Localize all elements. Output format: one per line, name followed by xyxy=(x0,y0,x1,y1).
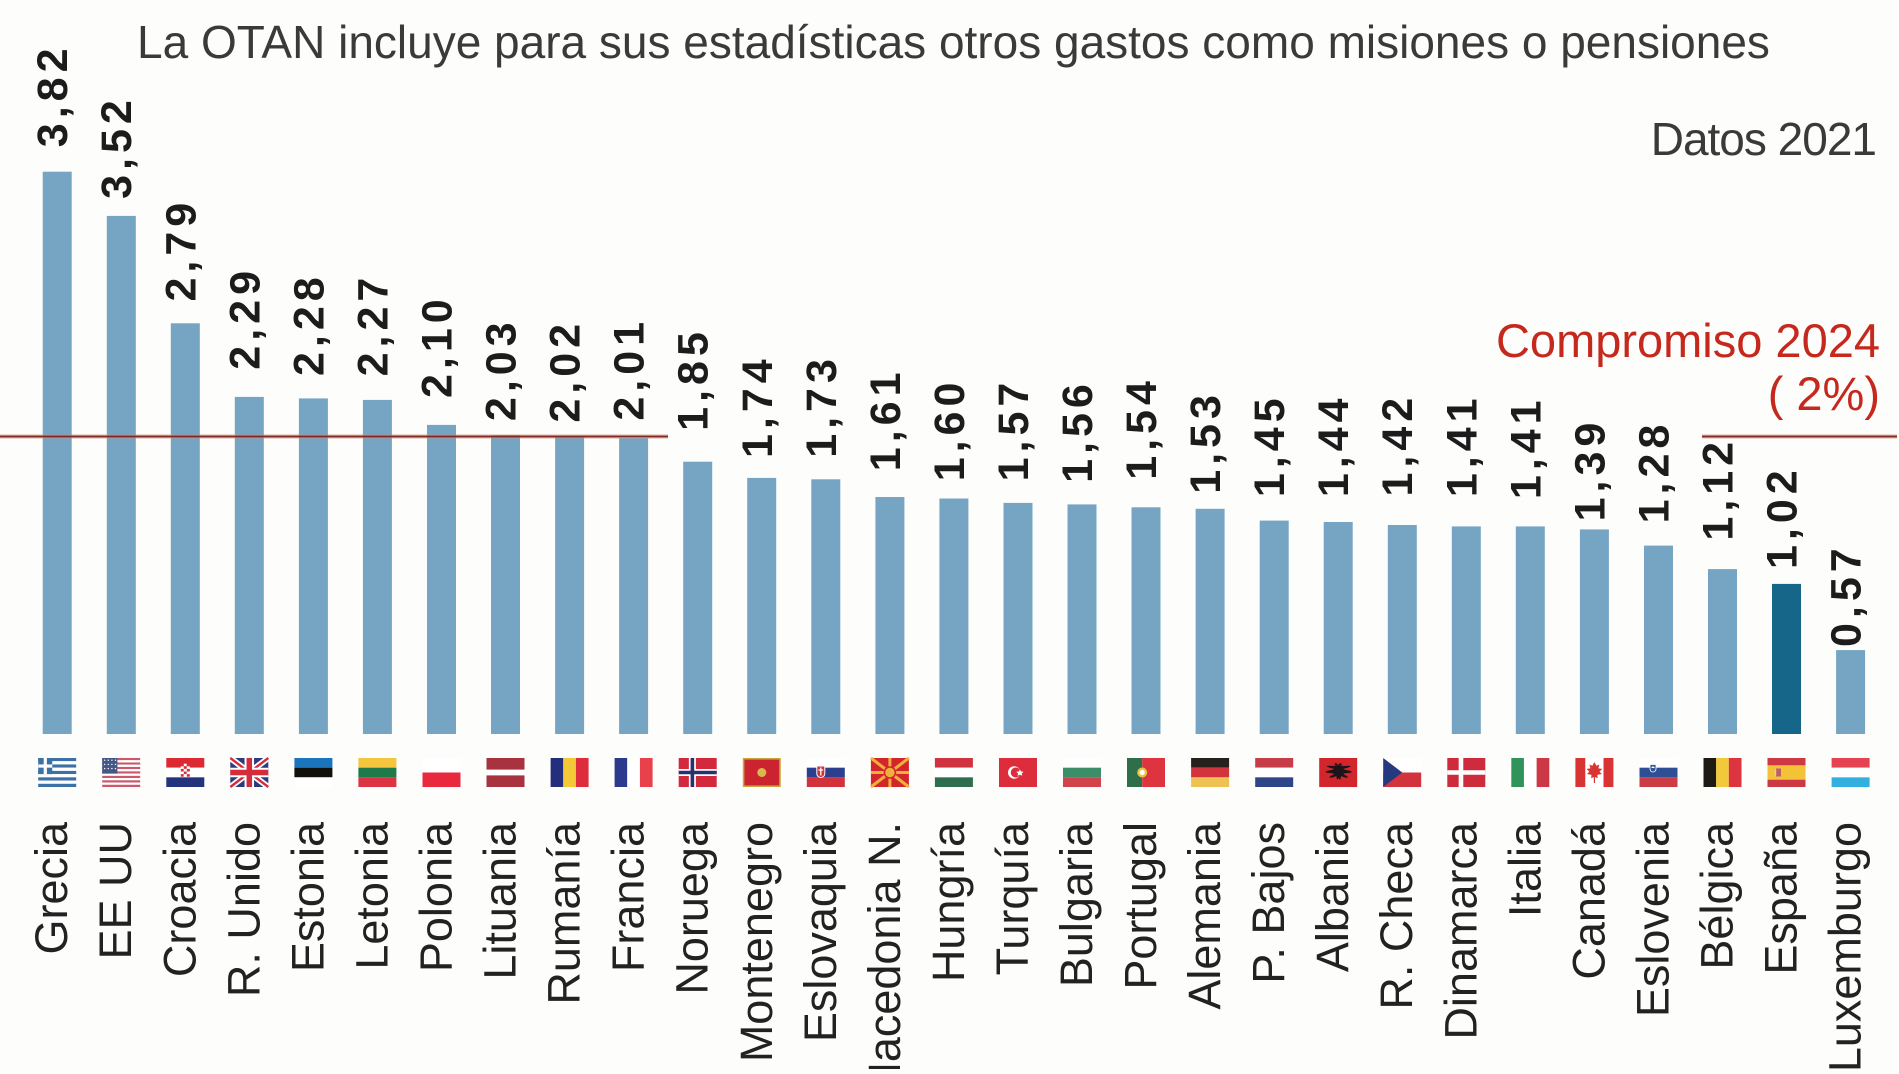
svg-text:R. Checa: R. Checa xyxy=(1371,821,1422,1010)
svg-text:1,61: 1,61 xyxy=(862,367,910,471)
svg-text:P. Bajos: P. Bajos xyxy=(1243,822,1294,984)
svg-text:1,74: 1,74 xyxy=(734,354,782,458)
svg-text:Canadá: Canadá xyxy=(1563,821,1614,980)
svg-text:Dinamarca: Dinamarca xyxy=(1435,821,1486,1040)
svg-text:1,45: 1,45 xyxy=(1246,393,1294,497)
svg-text:Albania: Albania xyxy=(1307,821,1358,972)
svg-text:1,60: 1,60 xyxy=(926,378,974,482)
svg-text:España: España xyxy=(1756,821,1807,975)
svg-text:2,02: 2,02 xyxy=(542,319,590,423)
svg-text:1,85: 1,85 xyxy=(670,327,718,431)
svg-text:Hungría: Hungría xyxy=(923,821,974,982)
svg-text:Compromiso 2024: Compromiso 2024 xyxy=(1496,314,1880,367)
svg-text:Bulgaria: Bulgaria xyxy=(1051,821,1102,987)
svg-text:EE UU: EE UU xyxy=(90,822,141,960)
svg-text:3,52: 3,52 xyxy=(93,95,141,199)
svg-text:( 2%): ( 2%) xyxy=(1768,367,1880,420)
svg-text:Eslovaquia: Eslovaquia xyxy=(795,821,846,1042)
svg-text:1,53: 1,53 xyxy=(1182,390,1230,494)
svg-text:Turquía: Turquía xyxy=(987,821,1038,975)
svg-text:La OTAN incluye para sus estad: La OTAN incluye para sus estadísticas ot… xyxy=(137,16,1770,68)
svg-text:Letonia: Letonia xyxy=(346,821,397,970)
svg-text:1,57: 1,57 xyxy=(990,378,1038,482)
svg-text:2,03: 2,03 xyxy=(478,317,526,421)
svg-text:2,28: 2,28 xyxy=(285,272,333,376)
svg-text:1,02: 1,02 xyxy=(1759,465,1807,569)
svg-text:3,82: 3,82 xyxy=(29,43,77,147)
svg-text:1,56: 1,56 xyxy=(1054,379,1102,483)
svg-text:R. Unido: R. Unido xyxy=(218,822,269,997)
svg-text:1,73: 1,73 xyxy=(798,354,846,458)
svg-text:Eslovenia: Eslovenia xyxy=(1628,821,1679,1017)
svg-text:2,01: 2,01 xyxy=(606,317,654,421)
svg-text:2,79: 2,79 xyxy=(157,198,205,302)
svg-text:Estonia: Estonia xyxy=(282,821,333,972)
svg-text:2,29: 2,29 xyxy=(221,266,269,370)
svg-text:Montenegro: Montenegro xyxy=(731,822,782,1062)
svg-text:Portugal: Portugal xyxy=(1115,822,1166,990)
svg-text:Noruega: Noruega xyxy=(667,821,718,995)
svg-text:Luxemburgo: Luxemburgo xyxy=(1820,822,1871,1069)
svg-text:Francia: Francia xyxy=(603,821,654,972)
svg-text:1,42: 1,42 xyxy=(1374,393,1422,497)
svg-text:Alemania: Alemania xyxy=(1179,821,1230,1010)
svg-text:Lituania: Lituania xyxy=(475,821,526,980)
svg-text:1,54: 1,54 xyxy=(1118,376,1166,480)
svg-text:0,57: 0,57 xyxy=(1823,543,1871,647)
svg-text:2,10: 2,10 xyxy=(414,294,462,398)
svg-text:1,41: 1,41 xyxy=(1438,393,1486,497)
svg-text:Polonia: Polonia xyxy=(411,821,462,972)
svg-text:1,41: 1,41 xyxy=(1502,395,1550,499)
svg-text:1,39: 1,39 xyxy=(1566,418,1614,522)
svg-text:Italia: Italia xyxy=(1499,821,1550,917)
svg-text:Datos 2021: Datos 2021 xyxy=(1651,113,1876,165)
svg-text:2,27: 2,27 xyxy=(349,273,397,377)
svg-text:1,12: 1,12 xyxy=(1695,437,1743,541)
svg-text:Rumanía: Rumanía xyxy=(539,821,590,1005)
svg-text:Macedonia N.: Macedonia N. xyxy=(859,822,910,1069)
svg-text:Bélgica: Bélgica xyxy=(1692,821,1743,970)
svg-text:1,44: 1,44 xyxy=(1310,393,1358,497)
svg-text:Croacia: Croacia xyxy=(154,821,205,977)
svg-text:1,28: 1,28 xyxy=(1631,420,1679,524)
svg-text:Grecia: Grecia xyxy=(26,821,77,955)
